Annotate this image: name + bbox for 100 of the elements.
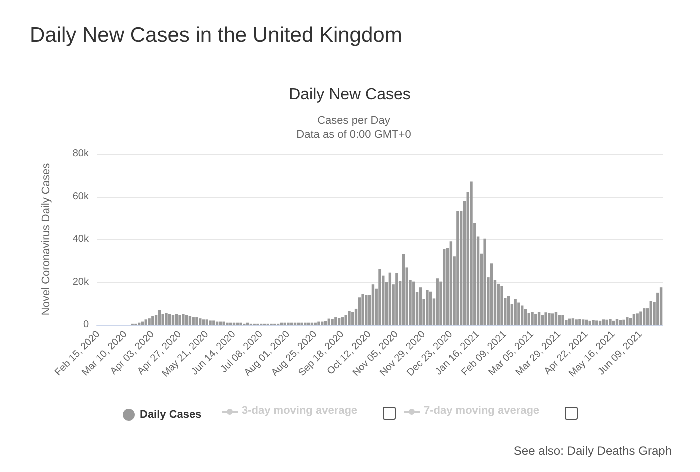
- bar: [331, 319, 334, 325]
- y-tick-label: 0: [83, 320, 90, 330]
- bar: [318, 322, 320, 325]
- bar: [209, 320, 212, 325]
- bar: [341, 318, 344, 325]
- bar: [324, 321, 328, 325]
- bar: [609, 319, 612, 325]
- bar: [182, 314, 185, 325]
- bar: [497, 284, 500, 325]
- bar: [165, 313, 168, 325]
- text: See also: Daily Deaths Graph: [514, 444, 672, 458]
- bar: [636, 314, 639, 325]
- bar: [328, 318, 331, 325]
- y-axis-title: Novel Coronavirus Daily Cases: [40, 162, 52, 316]
- bar: [450, 242, 453, 325]
- bar: [429, 292, 432, 325]
- bar: [456, 212, 460, 325]
- bar: [606, 320, 608, 325]
- bar: [378, 269, 382, 325]
- bar: [518, 302, 520, 325]
- bar: [531, 312, 534, 325]
- bar: [640, 312, 642, 325]
- bar: [402, 254, 406, 325]
- bar: [222, 322, 226, 325]
- bar: [334, 318, 338, 325]
- legend-label: Daily Cases: [140, 409, 202, 421]
- bar: [372, 284, 375, 325]
- chart-title: Daily New Cases in the United Kingdom: [30, 24, 402, 48]
- bar: [612, 320, 616, 325]
- bar: [148, 318, 151, 325]
- bar: [592, 320, 595, 325]
- y-tick-label: 60k: [72, 191, 90, 202]
- bar: [436, 278, 439, 325]
- bar: [588, 320, 592, 325]
- bar: [541, 315, 544, 325]
- bar: [660, 288, 663, 325]
- bar: [554, 312, 558, 325]
- bar: [616, 319, 619, 325]
- bar: [192, 318, 195, 325]
- bar: [344, 315, 348, 325]
- text: Data as of 0:00 GMT+0: [296, 129, 412, 141]
- bar: [175, 314, 178, 325]
- bar: [470, 182, 473, 325]
- bar: [490, 264, 494, 325]
- bar: [185, 315, 188, 325]
- bar: [365, 296, 368, 325]
- bar: [158, 310, 162, 325]
- bar: [622, 320, 626, 325]
- bar: [514, 299, 517, 325]
- bar: [443, 249, 446, 325]
- bar: [578, 319, 582, 325]
- bar: [144, 320, 148, 325]
- bar: [152, 316, 154, 325]
- bar: [528, 313, 530, 325]
- bar: [572, 318, 575, 325]
- bar: [602, 320, 606, 325]
- y-tick-label: 20k: [72, 276, 90, 288]
- bar: [551, 314, 554, 325]
- bar: [582, 320, 585, 325]
- bar: [162, 314, 164, 325]
- bar: [426, 290, 429, 325]
- bar: [202, 320, 206, 325]
- bar: [632, 314, 636, 325]
- bar: [178, 315, 182, 325]
- bar: [396, 273, 398, 325]
- bar: [199, 318, 202, 325]
- bar: [500, 286, 504, 325]
- text: Cases per Day: [316, 115, 392, 127]
- bar: [168, 314, 172, 325]
- bar: [172, 315, 175, 325]
- bar: [206, 320, 209, 325]
- bar: [348, 311, 351, 325]
- bar: [524, 309, 528, 325]
- bar: [596, 320, 598, 325]
- chart-subtitle: Daily New Cases: [289, 86, 411, 104]
- bar: [338, 318, 341, 325]
- y-tick-label: 80k: [72, 148, 90, 160]
- bar: [358, 298, 362, 325]
- bar: [419, 288, 422, 325]
- bar: [534, 314, 538, 325]
- bar: [196, 318, 198, 325]
- bar: [520, 306, 524, 325]
- bar: [538, 312, 541, 325]
- bar: [562, 315, 564, 325]
- bar: [507, 296, 510, 325]
- bar: [575, 320, 578, 325]
- bar: [548, 313, 551, 325]
- bar: [362, 294, 364, 325]
- bar: [484, 238, 486, 325]
- bar: [388, 272, 392, 325]
- bar: [650, 301, 652, 325]
- bar: [352, 312, 354, 325]
- bar: [188, 316, 192, 325]
- bar: [212, 320, 216, 325]
- bar: [544, 312, 548, 325]
- bar: [643, 308, 646, 325]
- bar: [558, 315, 561, 325]
- bar: [629, 318, 632, 325]
- bar: [598, 320, 602, 325]
- bar: [412, 282, 416, 325]
